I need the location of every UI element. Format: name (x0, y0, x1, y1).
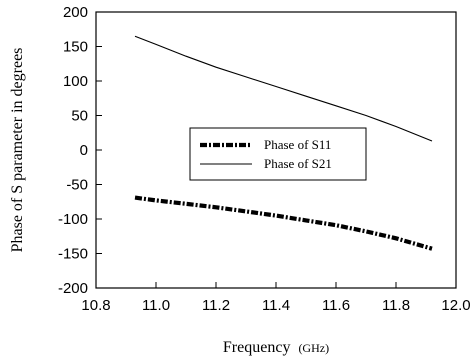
x-axis-title: Frequency (GHz) (223, 339, 329, 356)
y-tick-label: -100 (58, 211, 88, 228)
y-tick-label: 0 (80, 142, 88, 159)
x-axis-unit: (GHz) (298, 341, 329, 355)
x-tick-label: 11.0 (142, 297, 170, 314)
y-tick-label: 100 (63, 73, 88, 90)
y-tick-label: -150 (58, 246, 88, 263)
x-tick-label: 11.6 (322, 297, 350, 314)
x-tick-label: 11.4 (262, 297, 290, 314)
x-tick-label: 11.8 (382, 297, 410, 314)
y-tick-label: -50 (66, 177, 88, 194)
legend-box (189, 127, 367, 181)
y-tick-label: -200 (58, 280, 88, 297)
series-line-s11 (134, 195, 433, 251)
y-tick-label: 150 (63, 39, 88, 56)
x-tick-label: 11.2 (202, 297, 230, 314)
x-axis-title-text: Frequency (223, 339, 291, 356)
y-axis-ticks: 200 150 100 50 0 -50 -100 -150 -200 (58, 4, 102, 297)
series-layer (134, 35, 433, 251)
x-tick-label: 12.0 (441, 297, 470, 314)
y-tick-label: 200 (63, 4, 88, 21)
x-axis-ticks: 10.8 11.0 11.2 11.4 11.6 11.8 12.0 (81, 282, 471, 314)
y-axis-title: Phase of S parameter in degrees (9, 48, 26, 253)
legend-label-s21: Phase of S21 (264, 156, 332, 171)
x-tick-label: 10.8 (81, 297, 110, 314)
legend: Phase of S11 Phase of S21 (189, 127, 367, 181)
series-line-s21 (134, 35, 433, 142)
legend-label-s11: Phase of S11 (264, 137, 331, 152)
y-tick-label: 50 (71, 108, 88, 125)
